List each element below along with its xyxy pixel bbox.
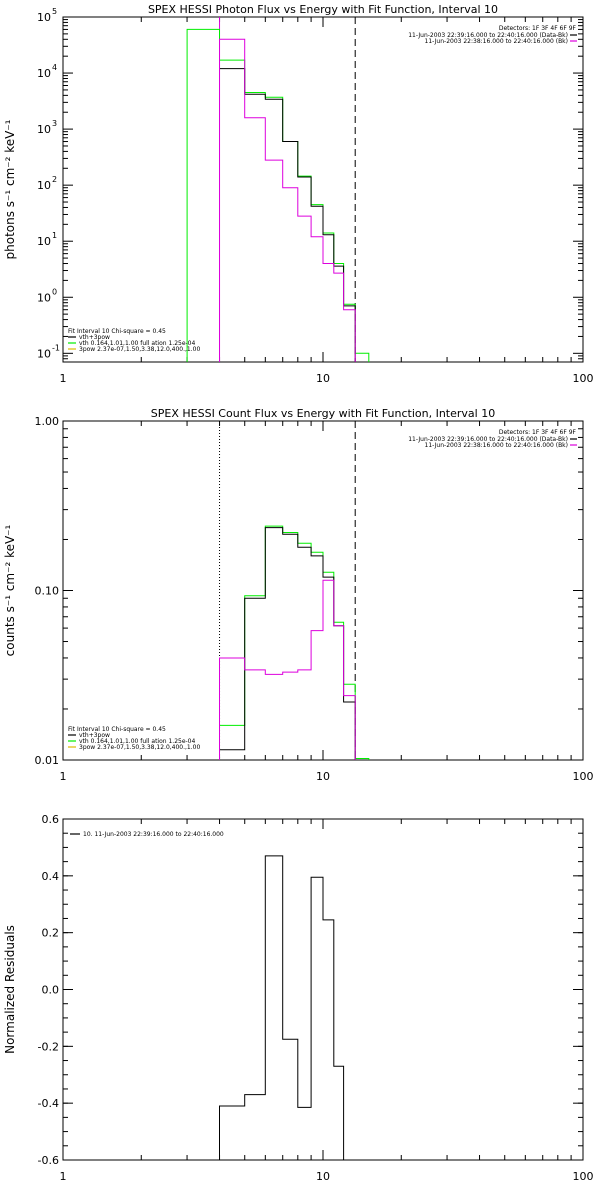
legend-title: Detectors: 1F 3F 4F 6F 9F — [499, 25, 577, 32]
plot-frame — [62, 16, 584, 363]
legend-bottom-left: Fit Interval 10 Chi-square = 0.45vth+3po… — [68, 726, 200, 751]
y-tick-base: 10 — [37, 235, 51, 248]
y-tick-label: 10 -1 — [37, 343, 60, 360]
legend-entry: 11-Jun-2003 22:39:16.000 to 22:40:16.000… — [408, 32, 568, 39]
y-tick-base: 10 — [37, 179, 51, 192]
x-tick-label: 10 — [316, 770, 330, 783]
series-vth-3pow — [219, 525, 370, 760]
y-tick-base: 10 — [37, 11, 51, 24]
y-tick-exponent: 5 — [52, 7, 57, 16]
legend-entry: 3pow 2.37e-07,1.50,3.38,12.0,400.,1.00 — [79, 744, 200, 751]
series-bk — [219, 38, 356, 362]
y-tick-base: 10 — [37, 67, 51, 80]
y-axis-label: counts s⁻¹ cm⁻² keV⁻¹ — [3, 524, 17, 656]
x-tick-label: 10 — [316, 372, 330, 385]
x-tick-label: 1 — [60, 1170, 67, 1183]
legend-top-left: 10. 11-Jun-2003 22:39:16.000 to 22:40:16… — [70, 831, 224, 838]
y-tick-label: 0.6 — [42, 813, 60, 826]
x-tick-label: 100 — [573, 372, 594, 385]
legend-bottom-left: Fit Interval 10 Chi-square = 0.45vth+3po… — [68, 328, 200, 353]
y-tick-exponent: -1 — [52, 343, 60, 352]
y-tick-label: 0.2 — [42, 927, 60, 940]
chart-title: SPEX HESSI Photon Flux vs Energy with Fi… — [148, 3, 498, 16]
legend-title: Detectors: 1F 3F 4F 6F 9F — [499, 429, 577, 436]
y-tick-exponent: 3 — [52, 119, 57, 128]
legend-entry: 10. 11-Jun-2003 22:39:16.000 to 22:40:16… — [83, 831, 224, 838]
y-axis-label: Normalized Residuals — [3, 925, 17, 1054]
x-tick-label: 1 — [60, 372, 67, 385]
legend-entry: 11-Jun-2003 22:38:16.000 to 22:40:16.000… — [425, 442, 568, 449]
y-tick-exponent: 0 — [52, 287, 57, 296]
y-tick-label: 10 5 — [37, 7, 57, 24]
legend-title: Fit Interval 10 Chi-square = 0.45 — [68, 726, 166, 733]
y-axis-label: photons s⁻¹ cm⁻² keV⁻¹ — [3, 119, 17, 259]
y-tick-exponent: 1 — [52, 231, 57, 240]
legend-entry: vth 0.164,1.01,1.00 full ation 1.25e-04 — [79, 738, 195, 745]
y-tick-label: 0.10 — [35, 585, 60, 598]
series-bk — [219, 579, 356, 760]
y-tick-label: -0.4 — [38, 1097, 59, 1110]
legend-entry: 11-Jun-2003 22:39:16.000 to 22:40:16.000… — [408, 436, 568, 443]
y-tick-label: 10 2 — [37, 175, 57, 192]
legend-entry: 3pow 2.37e-07,1.50,3.38,12.0,400.,1.00 — [79, 346, 200, 353]
panel-1: SPEX HESSI Photon Flux vs Energy with Fi… — [3, 3, 594, 385]
y-tick-label: 1.00 — [35, 415, 60, 428]
series-10-11-jun-2003-22-39-16-000-to-22-40-16-000 — [219, 855, 356, 1160]
y-tick-base: 10 — [37, 123, 51, 136]
panel-2: SPEX HESSI Count Flux vs Energy with Fit… — [3, 407, 594, 783]
y-tick-label: 0.0 — [42, 984, 60, 997]
chart-title: SPEX HESSI Count Flux vs Energy with Fit… — [151, 407, 495, 420]
y-tick-label: 10 1 — [37, 231, 57, 248]
series-data-bk — [219, 68, 356, 362]
x-tick-label: 100 — [573, 1170, 594, 1183]
y-tick-label: -0.2 — [38, 1040, 59, 1053]
panel-3: 1 10 100 -0.6 -0.4 -0.2 0.0 0.2 0.4 0.6 Normalized… — [3, 813, 594, 1183]
y-tick-label: -0.6 — [38, 1154, 59, 1167]
y-tick-base: 10 — [37, 291, 51, 304]
legend-entry: 11-Jun-2003 22:38:16.000 to 22:40:16.000… — [425, 38, 568, 45]
x-tick-label: 1 — [60, 770, 67, 783]
y-tick-exponent: 4 — [52, 63, 57, 72]
legend-entry: vth 0.164,1.01,1.00 full ation 1.25e-04 — [79, 340, 195, 347]
series-vth-3pow — [186, 28, 370, 362]
legend-entry: vth+3pow — [79, 334, 110, 341]
legend-title: Fit Interval 10 Chi-square = 0.45 — [68, 328, 166, 335]
y-tick-label: 0.4 — [42, 870, 60, 883]
legend-entry: vth+3pow — [79, 732, 110, 739]
y-tick-label: 10 0 — [37, 287, 57, 304]
x-tick-label: 100 — [573, 770, 594, 783]
y-tick-label: 10 3 — [37, 119, 57, 136]
y-tick-base: 10 — [37, 347, 51, 360]
plot-frame — [62, 818, 584, 1161]
x-tick-label: 10 — [316, 1170, 330, 1183]
y-tick-exponent: 2 — [52, 175, 57, 184]
y-tick-label: 10 4 — [37, 63, 57, 80]
y-tick-label: 0.01 — [35, 754, 60, 767]
